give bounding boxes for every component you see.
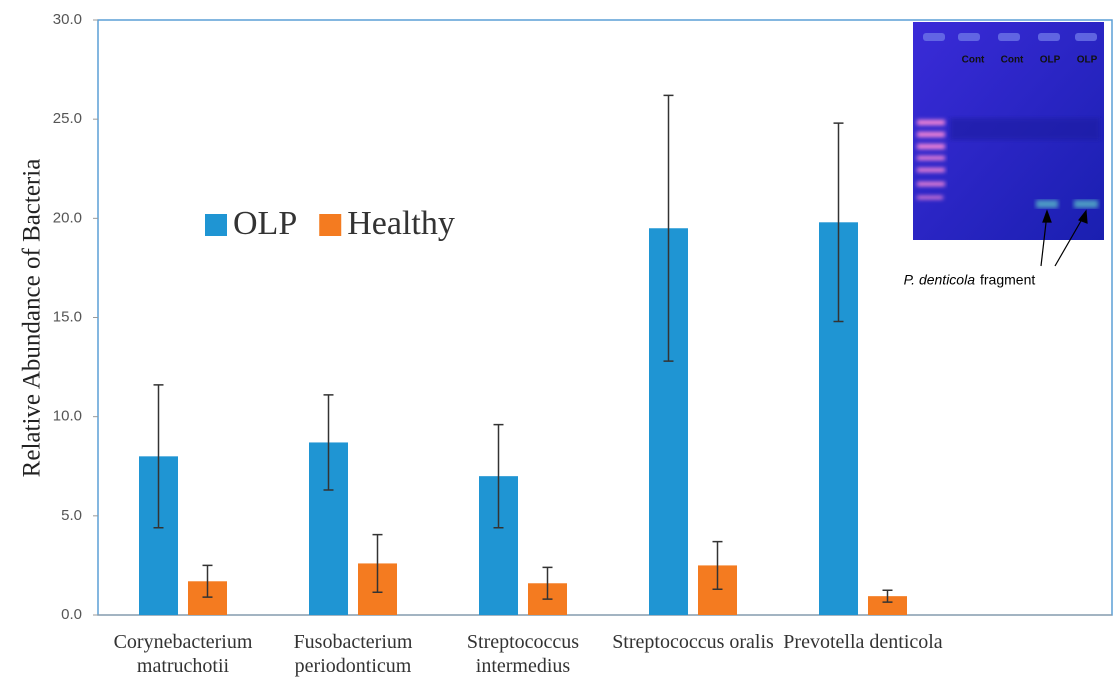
lane-label: OLP <box>1077 55 1098 66</box>
y-tick-label: 15.0 <box>53 308 82 325</box>
error-bar <box>833 122 844 323</box>
lane-label: OLP <box>1040 55 1061 66</box>
y-tick-label: 30.0 <box>53 11 82 28</box>
lane-label: Cont <box>1001 55 1024 66</box>
x-tick-label: Fusobacterium periodonticum <box>293 631 413 677</box>
error-bar <box>493 423 504 529</box>
annotation-species: P. denticola <box>904 272 976 288</box>
annotation-text: fragment <box>980 272 1035 288</box>
y-axis-title: Relative Abundance of Bacteria <box>19 159 46 478</box>
bar <box>868 596 907 615</box>
error-bar <box>323 394 334 491</box>
gel-inset <box>913 22 1104 267</box>
error-bar <box>542 566 553 600</box>
legend-label: OLP <box>233 205 297 242</box>
x-tick-label: Prevotella denticola <box>783 631 943 653</box>
error-bar <box>372 533 383 593</box>
error-bar <box>202 564 213 598</box>
x-tick-label: Streptococcus intermedius <box>466 631 580 677</box>
error-bar <box>153 384 164 529</box>
x-tick-label: Corynebacterium matruchotii <box>113 631 253 677</box>
y-tick-label: 10.0 <box>53 408 82 425</box>
legend-label: Healthy <box>347 205 455 242</box>
error-bar <box>882 589 893 603</box>
legend-swatch <box>319 214 342 236</box>
y-tick-label: 20.0 <box>53 209 82 226</box>
error-bar <box>663 94 674 362</box>
y-tick-label: 0.0 <box>61 606 82 623</box>
x-tick-label: Streptococcus oralis <box>612 631 774 653</box>
y-tick-label: 5.0 <box>61 507 82 524</box>
y-tick-label: 25.0 <box>53 110 82 127</box>
legend-swatch <box>205 214 227 236</box>
lane-label: Cont <box>962 55 985 66</box>
error-bar <box>712 540 723 590</box>
